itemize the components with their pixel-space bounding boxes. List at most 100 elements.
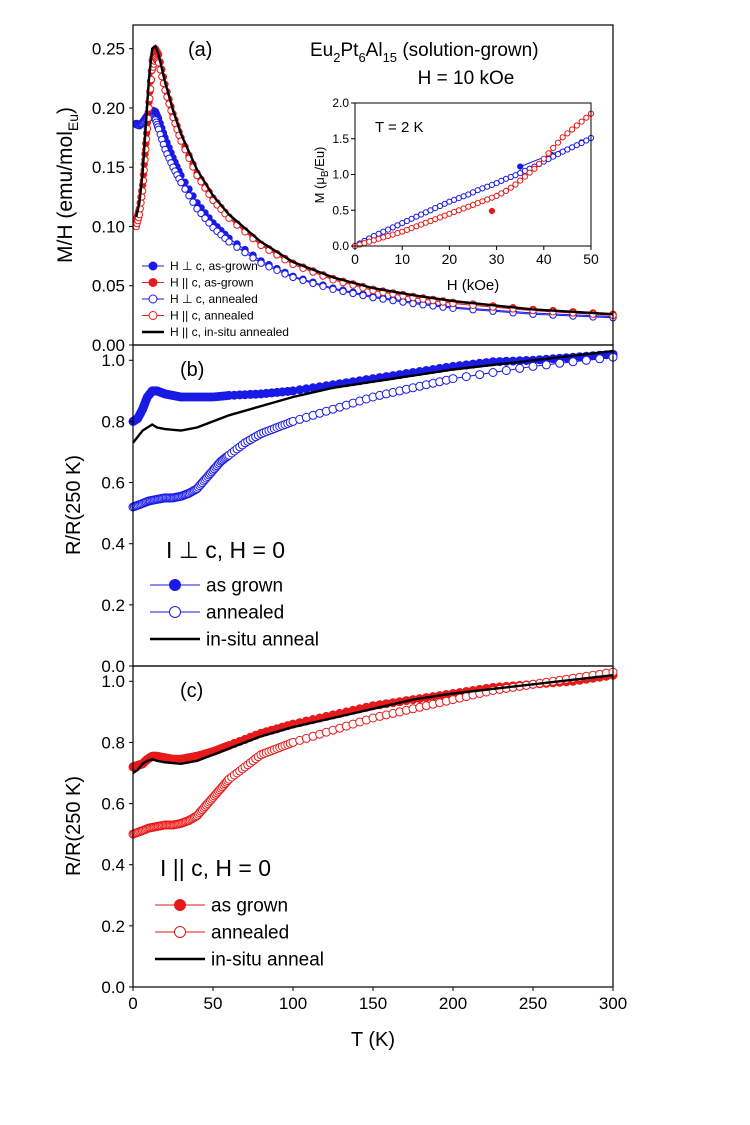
panel-c-yticks: 0.0 0.2 0.4 0.6 0.8 1.0 [101, 672, 133, 997]
panel-c-ytick-label: 0.6 [101, 795, 125, 814]
inset-series-2-point [554, 151, 562, 158]
panel-c: 0.0 0.2 0.4 0.6 0.8 1.0 0 50 100 150 200 250 300 (c… [63, 665, 627, 1051]
panel-b-series [128, 349, 618, 512]
panel-a-series-2-point [177, 178, 185, 187]
inset-series-1-point [488, 207, 495, 215]
inset-series-3-point [502, 187, 510, 194]
inset-background [355, 103, 591, 246]
legend-entry: as grown [206, 576, 283, 597]
panel-c-series [128, 667, 618, 839]
inset-series-3-point [512, 181, 519, 188]
legend-entry: as grown [211, 896, 288, 917]
panel-b-series-1-point [541, 360, 551, 370]
inset-series-0-point [517, 163, 524, 170]
panel-b-label: (b) [180, 359, 204, 381]
panel-a-ytick-label: 0.00 [92, 336, 125, 355]
inset-xtick-label: 30 [489, 251, 505, 267]
panel-a-series-2-point [319, 282, 327, 290]
legend-entry: H ⊥ c, as-grown [170, 259, 258, 273]
legend-swatch-marker [148, 311, 158, 320]
inset-ytick-label: 1.5 [332, 132, 349, 146]
inset-xtick-label: 0 [351, 251, 359, 267]
inset-series-2-point [550, 153, 557, 160]
panel-b-series-1-point [475, 370, 485, 380]
panel-c-xtick-label: 50 [204, 994, 223, 1013]
panel-b-series-2-line [132, 349, 614, 444]
inset-ytick-label: 0.5 [332, 203, 349, 217]
panel-b-series-0-line [132, 353, 614, 422]
inset-series-3-point [526, 169, 533, 176]
panel-a-series-2-point [399, 298, 407, 306]
panel-b-ytick-label: 0.2 [101, 596, 125, 615]
legend-entry: annealed [206, 603, 284, 624]
panel-a-legend: H ⊥ c, as-grown H || c, as-grown H ⊥ c, an… [142, 259, 289, 339]
legend-entry: H || c, as-grown [170, 276, 254, 290]
panel-a-label: (a) [188, 39, 212, 61]
panel-c-xtick-label: 250 [519, 994, 547, 1013]
inset-series-3-point [540, 155, 547, 162]
panel-c-xtick-label: 100 [279, 994, 307, 1013]
field-label: H = 10 kOe [418, 68, 515, 89]
panel-c-ytick-label: 1.0 [101, 672, 125, 691]
panel-a-series-4-line [135, 44, 614, 316]
legend-entry: in-situ anneal [206, 630, 319, 651]
legend-swatch-marker [169, 579, 181, 591]
inset-series-3-point [545, 150, 552, 157]
panel-c-series-2-line [132, 674, 614, 775]
inset-series-3-point [517, 177, 524, 184]
panel-a-series-2-point [369, 293, 377, 302]
panel-c-label: (c) [180, 680, 203, 702]
panel-b-series-1-point [568, 357, 578, 367]
panel-a-ytick-label: 0.20 [92, 99, 125, 118]
panel-b-series-1-point [488, 368, 498, 377]
panel-a-series-2-point [349, 289, 357, 298]
inset-series-2-point [384, 226, 392, 233]
legend-entry: annealed [211, 923, 289, 944]
inset-series-3-point [564, 130, 571, 137]
panel-b-ytick-label: 0.4 [101, 535, 125, 554]
inset-ticks: 0.0 0.5 1.0 1.5 2.0 0 10 20 30 40 50 [332, 96, 599, 267]
inset-series-3-point [573, 122, 580, 129]
panel-a-series-2-point [201, 214, 209, 222]
figure-title: Eu2Pt6Al15 (solution-grown) [310, 40, 539, 65]
panel-c-ytick-label: 0.8 [101, 733, 125, 752]
panel-a-series-2-point [289, 273, 297, 282]
panel-b-ylabel: R/R(250 K) [63, 455, 85, 555]
legend-entry: H || c, in-situ annealed [170, 325, 289, 339]
inset-series-3-point [521, 173, 529, 180]
inset-series-3-point [559, 134, 566, 141]
inset-series-3-point [550, 144, 557, 152]
panel-a-series-2-point [379, 295, 387, 303]
panel-c-xtick-label: 150 [359, 994, 387, 1013]
panel-b-series-1-point [581, 355, 591, 365]
panel-a-series-2-point [339, 287, 347, 296]
panel-a: 0.00 0.05 0.10 0.15 0.20 0.25 (a) Eu2Pt6Al15 … [54, 24, 617, 355]
panel-a-series-2-point [241, 248, 249, 257]
panel-b-ytick-label: 0.8 [101, 412, 125, 431]
panel-a-series-2-point [309, 279, 317, 288]
panel-a-ylabel: M/H (emu/molEu) [54, 107, 81, 263]
legend-swatch-marker [169, 606, 181, 618]
panel-c-xtick-label: 300 [599, 994, 627, 1013]
legend-swatch-marker [148, 294, 158, 304]
panel-a-ytick-label: 0.25 [92, 40, 125, 59]
inset-chart: 0.0 0.5 1.0 1.5 2.0 0 10 20 30 40 50 T = 2 K H (kO… [312, 96, 599, 294]
panel-a-series-2-point [197, 209, 205, 218]
inset-series-3-point [554, 139, 562, 146]
legend-entry: H ⊥ c, annealed [170, 292, 258, 306]
panel-b-ytick-label: 0.6 [101, 474, 125, 493]
legend-swatch-marker [148, 278, 158, 287]
panel-b-ytick-label: 0.0 [101, 657, 125, 676]
panel-b-ytick-label: 1.0 [101, 351, 125, 370]
panel-c-xtick-label: 0 [128, 994, 137, 1013]
panel-b-series-1-point [461, 372, 471, 382]
panel-b-annotation: I ⊥ c, H = 0 [166, 537, 285, 563]
panel-a-series-2-point [281, 270, 289, 278]
panel-b-series-1-point [528, 361, 538, 371]
panel-a-series-2-point [299, 276, 307, 285]
panel-a-series-2-point [359, 291, 367, 300]
inset-series-3-point [507, 184, 514, 191]
panel-c-ylabel: R/R(250 K) [63, 776, 85, 876]
legend-swatch-marker [174, 926, 186, 938]
